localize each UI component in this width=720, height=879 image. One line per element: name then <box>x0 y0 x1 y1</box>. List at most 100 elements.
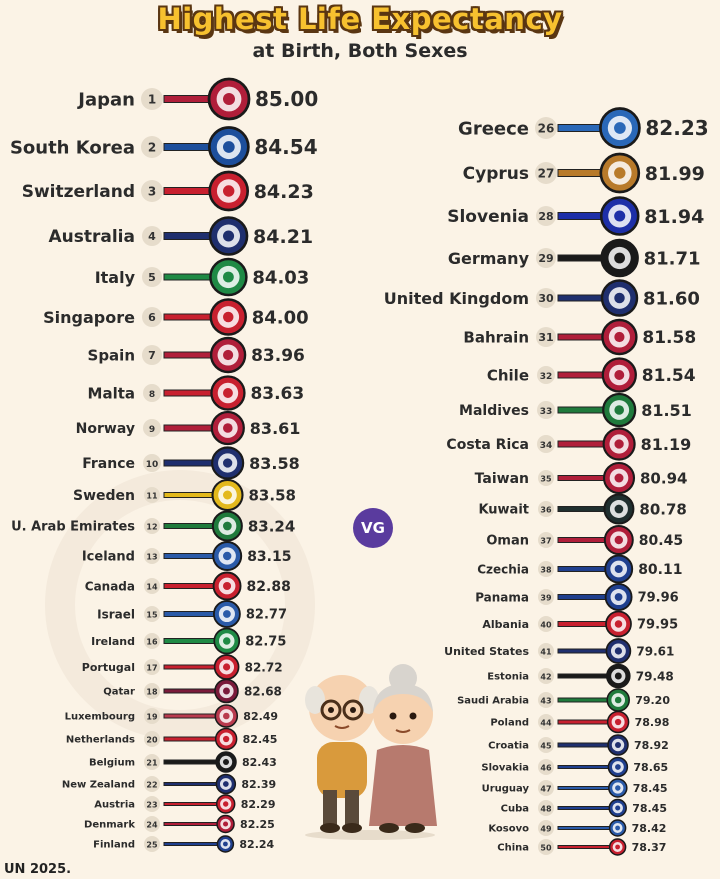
rank-number: 15 <box>146 610 158 619</box>
bar <box>163 273 211 281</box>
country-label: Qatar <box>103 687 135 698</box>
rank-number: 3 <box>148 185 156 199</box>
rank-row: Cyprus 27 81.99 <box>463 152 705 194</box>
bar <box>557 371 604 379</box>
country-label: Israel <box>97 607 135 621</box>
rank-number: 11 <box>146 491 158 500</box>
country-label: Slovakia <box>481 763 529 774</box>
rank-number: 10 <box>146 460 159 470</box>
rank-number: 41 <box>540 647 552 656</box>
rank-row: Iceland 13 83.15 <box>82 541 291 571</box>
rank-badge <box>142 345 162 365</box>
rank-number: 26 <box>538 122 555 136</box>
value-label: 84.54 <box>254 135 317 159</box>
bar <box>163 822 218 826</box>
country-label: Spain <box>88 346 135 364</box>
rank-row: Poland 44 78.98 <box>490 710 669 734</box>
rank-number: 12 <box>146 522 157 531</box>
bar <box>557 566 606 572</box>
value-label: 78.37 <box>632 841 667 854</box>
rank-number: 4 <box>148 230 156 243</box>
rank-row: Luxembourg 19 82.49 <box>65 704 278 728</box>
rank-badge <box>535 162 557 184</box>
rank-row: Greece 26 82.23 <box>458 107 709 149</box>
bar <box>163 459 213 467</box>
country-label: Belgium <box>89 758 135 769</box>
country-label: Netherlands <box>66 735 135 746</box>
rank-badge <box>144 816 160 832</box>
rank-badge <box>536 206 556 226</box>
value-label: 81.99 <box>645 163 705 185</box>
bar <box>163 664 216 670</box>
flag-emblem <box>223 93 235 105</box>
country-label: Portugal <box>82 661 135 674</box>
value-label: 78.65 <box>633 761 668 774</box>
bar <box>557 440 605 448</box>
flag-emblem <box>223 759 229 765</box>
rank-number: 29 <box>538 252 553 265</box>
rank-badge <box>538 759 554 775</box>
rank-number: 33 <box>540 407 553 417</box>
flag-emblem <box>614 647 623 655</box>
flag-emblem <box>614 370 625 380</box>
country-label: Ireland <box>91 635 135 648</box>
rank-row: Israel 15 82.77 <box>97 600 287 628</box>
bar <box>557 826 611 830</box>
rank-badge <box>537 435 555 453</box>
rank-row: Albania 40 79.95 <box>482 610 678 638</box>
value-label: 81.71 <box>644 248 701 269</box>
rank-number: 30 <box>538 292 554 305</box>
bar <box>557 719 609 725</box>
rank-badge <box>538 589 554 605</box>
rank-badge <box>538 714 554 730</box>
flag-emblem <box>223 801 229 807</box>
flag-emblem <box>614 718 622 726</box>
rank-number: 1 <box>148 93 156 107</box>
country-label: Greece <box>458 118 529 139</box>
rank-badge <box>538 839 554 855</box>
rank-number: 47 <box>540 784 551 793</box>
value-label: 79.20 <box>635 694 670 707</box>
rank-row: Australia 4 84.21 <box>49 216 313 256</box>
rank-row: Italy 5 84.03 <box>95 257 309 297</box>
country-label: Cyprus <box>463 164 529 184</box>
value-label: 83.15 <box>247 549 291 565</box>
flag-emblem <box>223 349 234 361</box>
flag-emblem <box>223 388 233 398</box>
rank-number: 36 <box>540 505 552 514</box>
value-label: 78.45 <box>632 802 667 815</box>
flag-emblem <box>614 292 625 304</box>
value-label: 82.72 <box>245 660 283 674</box>
bar <box>557 333 603 341</box>
rank-number: 21 <box>146 758 158 767</box>
rank-badge <box>536 288 556 308</box>
country-label: Australia <box>49 227 136 247</box>
flag-emblem <box>615 764 621 770</box>
flag-emblem <box>223 821 229 827</box>
country-label: New Zealand <box>62 780 135 791</box>
value-label: 82.68 <box>244 684 282 698</box>
bar <box>557 673 608 679</box>
rank-row: Switzerland 3 84.23 <box>22 170 314 212</box>
rank-number: 25 <box>146 840 158 849</box>
flag-emblem <box>223 423 233 433</box>
rank-badge <box>142 226 162 246</box>
rank-row: U. Arab Emirates 12 83.24 <box>11 510 295 542</box>
rank-number: 7 <box>148 349 156 362</box>
value-label: 80.45 <box>639 533 683 549</box>
rank-badge <box>144 487 160 503</box>
rank-row: Finland 25 82.24 <box>93 835 275 853</box>
value-label: 82.24 <box>239 838 274 851</box>
bar <box>557 124 601 132</box>
vg-logo: VG <box>353 508 393 548</box>
rank-badge <box>144 731 160 747</box>
value-label: 80.11 <box>638 562 682 578</box>
rank-badge <box>537 366 555 384</box>
rank-number: 48 <box>540 804 552 813</box>
source-note: UN 2025. <box>4 862 72 877</box>
country-label: Sweden <box>73 488 135 504</box>
rank-number: 37 <box>540 536 551 545</box>
rank-badge <box>538 800 554 816</box>
bar <box>557 621 607 627</box>
rank-number: 5 <box>148 271 156 284</box>
